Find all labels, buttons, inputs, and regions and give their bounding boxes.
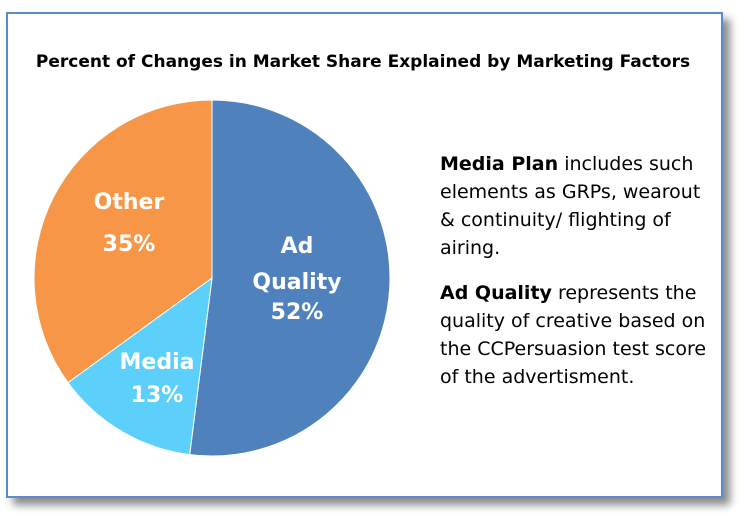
pie-slice [189, 99, 391, 457]
note: Media Plan includes such elements as GRP… [440, 150, 715, 262]
note-lead: Media Plan [440, 153, 559, 175]
slice-label: Ad Quality [252, 234, 341, 295]
note-lead: Ad Quality [440, 282, 552, 304]
pie-slice [67, 276, 213, 456]
slice-label: Media [120, 350, 195, 375]
value-label: 13% [131, 383, 184, 408]
pie-slice [33, 99, 213, 384]
slice-label: Other [94, 190, 165, 215]
note: Ad Quality represents the quality of cre… [440, 279, 715, 391]
notes: Media Plan includes such elements as GRP… [440, 150, 715, 408]
value-label: 35% [103, 232, 156, 257]
value-label: 52% [271, 300, 324, 325]
note-text: represents the quality of creative based… [440, 282, 707, 388]
chart-title: Percent of Changes in Market Share Expla… [36, 52, 690, 72]
note-text: includes such elements as GRPs, wearout … [440, 153, 701, 259]
